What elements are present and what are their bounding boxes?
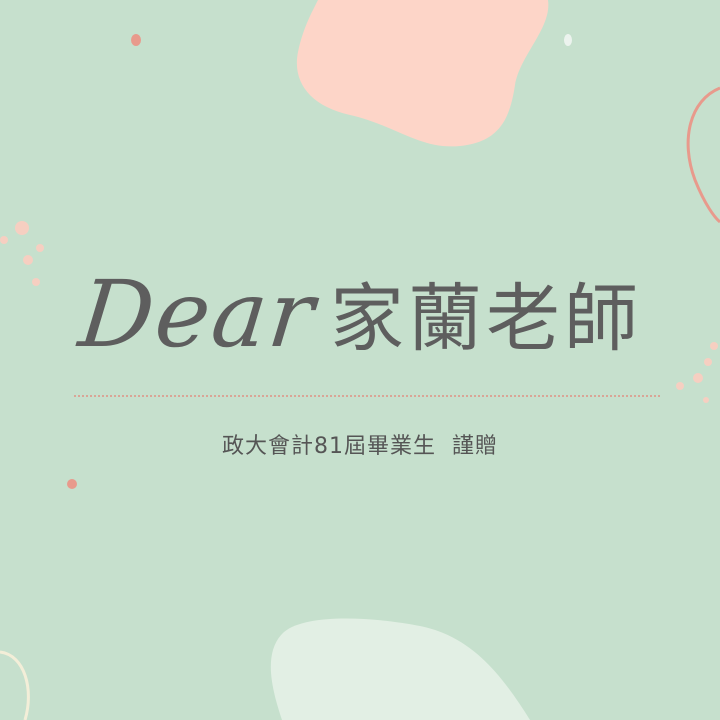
coral-dot-shape xyxy=(67,479,77,489)
coral-dot-shape xyxy=(131,34,141,46)
coral-ring-shape xyxy=(686,86,720,224)
peach-dot-shape xyxy=(704,358,712,366)
peach-dot-shape xyxy=(703,397,709,403)
recipient-title: 家蘭老師 xyxy=(330,276,642,362)
title-row: Dear 家蘭老師 xyxy=(0,250,720,380)
peach-dot-shape xyxy=(0,236,8,244)
light-blob-shape xyxy=(270,618,530,720)
peach-dot-shape xyxy=(23,255,33,265)
dotted-divider xyxy=(74,395,660,397)
peach-blob-shape xyxy=(296,0,549,147)
white-dot-shape xyxy=(564,34,572,46)
greeting-script-text: Dear xyxy=(74,261,321,368)
peach-dot-shape xyxy=(676,382,684,390)
sender-line: 政大會計81屆畢業生 謹贈 xyxy=(222,434,498,459)
peach-dot-shape xyxy=(710,342,718,350)
peach-dot-shape xyxy=(36,244,44,252)
peach-dot-shape xyxy=(15,221,29,235)
peach-dot-shape xyxy=(32,278,40,286)
cream-ring-shape xyxy=(0,650,30,720)
peach-dot-shape xyxy=(693,373,703,383)
